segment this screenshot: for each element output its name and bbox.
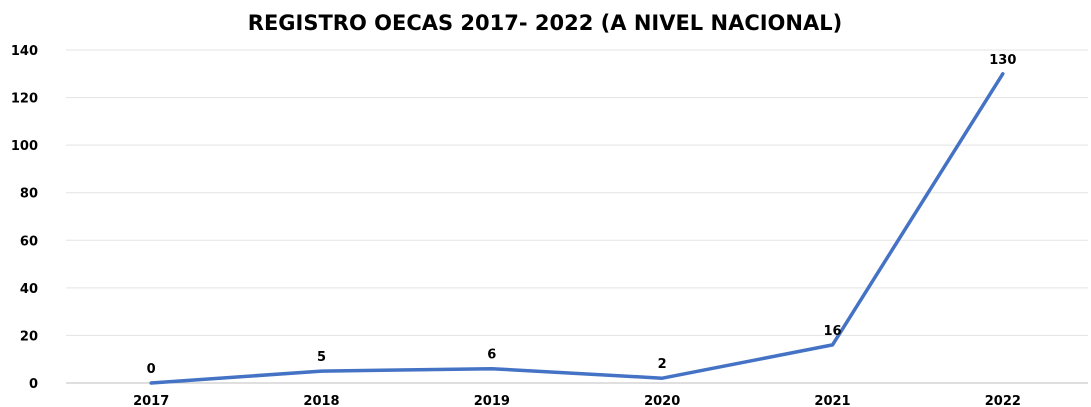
data-label: 5: [317, 350, 326, 365]
data-point: [490, 367, 494, 371]
y-tick-label: 80: [20, 187, 38, 202]
y-tick-label: 0: [29, 377, 38, 392]
data-label: 0: [147, 362, 156, 377]
y-axis: 0 20 40 60 80 100 120 140: [11, 44, 38, 392]
series-layer: [149, 72, 1005, 385]
x-tick-label: 2021: [814, 394, 850, 407]
data-point: [149, 381, 153, 385]
data-point: [831, 343, 834, 347]
x-tick-label: 2017: [133, 394, 169, 407]
y-tick-label: 40: [20, 282, 38, 297]
data-point: [320, 369, 323, 373]
y-tick-label: 140: [11, 44, 38, 59]
chart-title: REGISTRO OECAS 2017- 2022 (A NIVEL NACIO…: [248, 11, 842, 35]
data-label: 130: [989, 53, 1016, 68]
y-tick-label: 120: [11, 92, 38, 107]
y-tick-label: 60: [20, 234, 38, 249]
data-labels: 0 5 6 2 16 130: [147, 53, 1017, 377]
gridlines: [66, 49, 1088, 336]
y-tick-label: 20: [20, 329, 38, 344]
y-tick-label: 100: [11, 139, 38, 154]
data-label: 6: [487, 348, 496, 363]
series-line: [149, 72, 1005, 385]
data-label: 16: [823, 324, 841, 339]
x-tick-label: 2020: [644, 394, 680, 407]
data-label: 2: [658, 357, 667, 372]
x-tick-label: 2022: [985, 394, 1021, 407]
x-tick-label: 2018: [303, 394, 339, 407]
data-point: [1001, 72, 1005, 76]
x-tick-label: 2019: [474, 394, 510, 407]
data-point: [660, 376, 664, 380]
x-axis: 2017 2018 2019 2020 2021 2022: [66, 382, 1088, 407]
